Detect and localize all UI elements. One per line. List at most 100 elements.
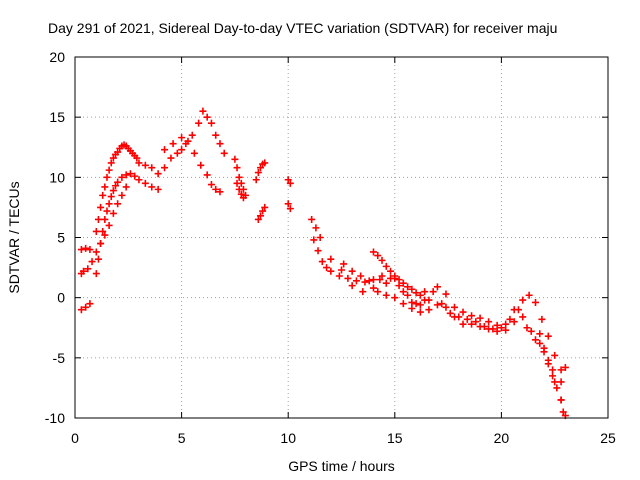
data-point <box>382 291 390 299</box>
data-point <box>84 265 92 273</box>
data-point <box>197 161 205 169</box>
data-point <box>323 264 331 272</box>
data-point <box>485 325 493 333</box>
data-point <box>497 324 505 332</box>
data-point <box>540 344 548 352</box>
data-point <box>391 294 399 302</box>
data-point <box>485 318 493 326</box>
data-point <box>109 154 117 162</box>
x-tick-label: 0 <box>71 430 79 446</box>
data-point <box>97 240 105 248</box>
data-point <box>361 278 369 286</box>
data-point <box>421 288 429 296</box>
data-point <box>450 313 458 321</box>
data-point <box>519 313 527 321</box>
data-point <box>459 320 467 328</box>
data-point <box>114 200 122 208</box>
data-point <box>549 366 557 374</box>
data-point <box>203 171 211 179</box>
data-point <box>148 183 156 191</box>
data-point <box>178 146 186 154</box>
chart-title: Day 291 of 2021, Sidereal Day-to-day VTE… <box>48 20 557 36</box>
data-point <box>99 227 107 235</box>
data-point <box>86 300 94 308</box>
data-point <box>412 289 420 297</box>
data-point <box>502 326 510 334</box>
data-point <box>549 372 557 380</box>
data-point <box>399 279 407 287</box>
data-point <box>416 301 424 309</box>
data-point <box>141 161 149 169</box>
data-point <box>425 306 433 314</box>
data-point <box>438 300 446 308</box>
data-point <box>173 149 181 157</box>
data-point <box>532 298 540 306</box>
data-point <box>557 366 565 374</box>
data-point <box>493 321 501 329</box>
data-point <box>468 320 476 328</box>
data-point <box>338 266 345 274</box>
data-point <box>131 172 139 180</box>
data-point <box>374 288 382 296</box>
data-point <box>103 207 111 215</box>
data-point <box>408 285 416 293</box>
data-point <box>233 164 241 172</box>
data-point <box>327 267 335 275</box>
data-point <box>472 318 480 326</box>
y-tick-label: -5 <box>53 350 66 366</box>
x-tick-label: 25 <box>600 430 616 446</box>
data-point <box>327 255 335 263</box>
x-tick-label: 5 <box>178 430 186 446</box>
data-point <box>261 203 269 211</box>
data-point <box>525 291 533 299</box>
data-point <box>207 181 215 189</box>
data-point <box>553 384 561 392</box>
data-point <box>459 308 467 316</box>
data-point <box>80 267 88 275</box>
data-point <box>387 267 395 275</box>
data-point <box>536 339 544 347</box>
series-track-a <box>77 141 141 278</box>
data-point <box>395 282 403 290</box>
data-point <box>318 258 326 266</box>
data-point <box>536 330 544 338</box>
data-point <box>97 203 105 211</box>
x-tick-label: 10 <box>280 430 296 446</box>
data-point <box>109 209 117 217</box>
data-point <box>382 262 390 270</box>
data-point <box>523 324 531 332</box>
data-point <box>395 276 403 284</box>
data-point <box>114 148 122 156</box>
data-point <box>425 296 433 304</box>
data-point <box>557 378 565 386</box>
data-point <box>126 170 134 178</box>
data-point <box>167 154 175 162</box>
data-point <box>256 212 264 220</box>
data-point <box>254 215 262 223</box>
data-point <box>476 314 484 322</box>
data-point <box>551 378 559 386</box>
data-point <box>252 176 260 184</box>
data-point <box>94 215 102 223</box>
data-point <box>112 182 120 190</box>
data-point <box>105 166 113 174</box>
data-point <box>254 169 262 177</box>
data-point <box>344 274 352 282</box>
data-point <box>92 248 100 256</box>
data-point <box>122 183 130 191</box>
data-point <box>237 190 245 198</box>
data-point <box>233 179 241 187</box>
data-point <box>510 318 518 326</box>
series-track-l <box>536 330 567 416</box>
data-point <box>559 408 567 416</box>
data-point <box>493 327 501 335</box>
data-point <box>308 215 316 223</box>
data-point <box>235 185 243 193</box>
data-point <box>286 179 294 187</box>
data-point <box>365 277 373 285</box>
data-point <box>161 146 169 154</box>
data-point <box>429 288 437 296</box>
data-point <box>450 303 458 311</box>
data-point <box>118 191 126 199</box>
data-point <box>335 272 343 280</box>
